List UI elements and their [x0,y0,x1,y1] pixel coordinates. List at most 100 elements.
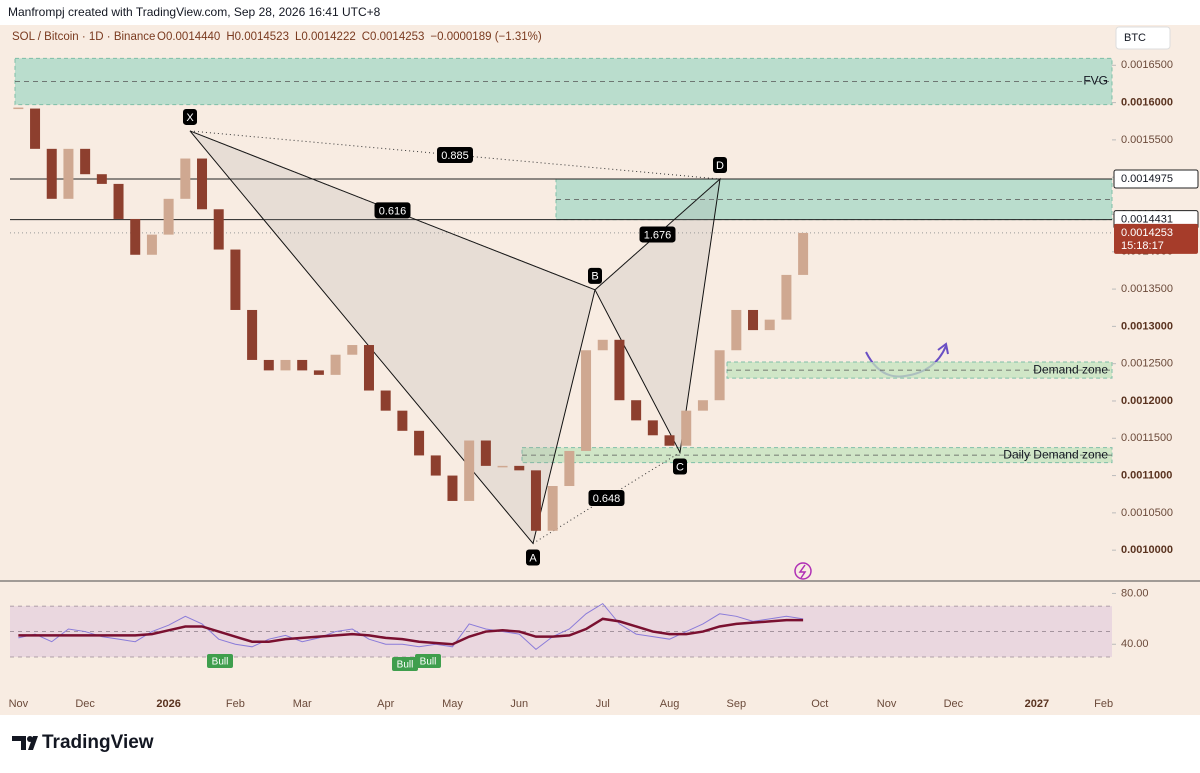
signal-label: Bull [212,657,229,668]
candle [30,108,41,149]
candle [581,350,592,451]
y-tick-label: 0.0012500 [1121,358,1173,370]
x-tick-label: May [442,698,463,710]
candle [280,359,291,371]
point-box [526,549,540,566]
candle [764,319,775,331]
event-icon[interactable] [794,562,812,580]
y-tick-label: 0.0010500 [1121,507,1173,519]
candle [363,345,374,391]
candle [731,309,742,351]
x-tick-label: Sep [727,698,747,710]
candle [564,450,575,487]
candle [13,107,24,110]
candle [80,148,91,175]
rsi-tick-label: 40.00 [1121,638,1149,650]
ratio-label: 0.885 [441,150,469,162]
candle [497,465,508,468]
rsi-tick-label: 80.00 [1121,587,1149,599]
y-tick-label: 0.0010000 [1121,544,1173,556]
y-tick-label: 0.0016500 [1121,59,1173,71]
legend-ohlc: O0.0014440 [157,31,220,43]
candle [63,148,74,199]
candle [263,359,274,371]
y-tick-label: 0.0016000 [1121,97,1173,109]
countdown: 15:18:17 [1121,240,1164,252]
legend-symbol: SOL / Bitcoin · 1D · Binance [12,31,155,43]
legend-ohlc: L0.0014222 [295,31,356,43]
footer-brand: TradingView [42,732,154,753]
level-label: 0.0014431 [1121,214,1173,226]
x-tick-label: Feb [1094,698,1113,710]
point-label: A [529,552,537,564]
candle [347,345,358,355]
legend-ohlc: C0.0014253 [362,31,425,43]
point-box [588,267,602,284]
attribution: Manfrompj created with TradingView.com, … [8,5,381,19]
x-tick-label: Nov [877,698,897,710]
level-label: 0.0014975 [1121,173,1173,185]
level-label-box [1113,169,1199,189]
candle [781,274,792,320]
candle [798,232,809,275]
x-tick-label: 2026 [156,698,180,710]
zone-label: FVG [1083,74,1108,88]
x-tick-label: Dec [75,698,95,710]
candle [197,158,208,210]
point-box [713,157,727,174]
y-tick-label: 0.0015500 [1121,134,1173,146]
candle [46,148,57,199]
candle [213,209,224,250]
logo-mark-slash [28,736,38,750]
rsi-band [10,606,1112,657]
currency: BTC [1124,32,1146,44]
candle [464,440,475,501]
pattern-ratio-line [189,130,596,291]
candle [96,174,107,184]
event-icon-bolt [798,564,807,579]
legend-ohlc: −0.0000189 (−1.31%) [430,31,541,43]
candle [430,455,441,476]
candle [180,158,191,199]
candle [631,400,642,421]
candle [480,440,491,466]
candle [330,354,341,375]
candle [113,183,124,219]
footer-logo: TradingView [12,732,154,753]
x-tick-label: Apr [377,698,394,710]
zone-label: Daily Demand zone [1003,447,1108,461]
ratio-box [374,202,411,219]
forecast-arrow-head [937,342,949,355]
point-box [673,458,687,475]
signal-box [392,657,418,671]
candle [697,400,708,411]
x-tick-label: Jun [510,698,528,710]
point-label: D [716,160,724,172]
point-box [183,108,197,125]
candle [130,218,141,255]
candle [247,309,258,360]
x-tick-label: Mar [293,698,312,710]
x-tick-label: 2027 [1025,698,1049,710]
candle [380,390,391,411]
last-price-label: 0.0014253 [1121,227,1173,239]
candle [163,198,174,235]
y-tick-label: 0.0013500 [1121,283,1173,295]
x-tick-label: Jul [596,698,610,710]
pattern-ratio-line [189,130,721,180]
candle [514,465,525,471]
candle [313,370,324,375]
x-tick-label: Oct [811,698,828,710]
point-label: C [676,461,684,473]
signal-box [415,654,441,668]
x-tick-label: Feb [226,698,245,710]
candle [230,249,241,310]
logo-mark [12,736,26,750]
last-price-box [1114,223,1198,254]
candle [614,339,625,401]
x-tick-label: Nov [9,698,29,710]
y-tick-label: 0.0011000 [1121,469,1172,481]
ratio-box [588,489,625,506]
ratio-label: 0.648 [593,493,621,505]
